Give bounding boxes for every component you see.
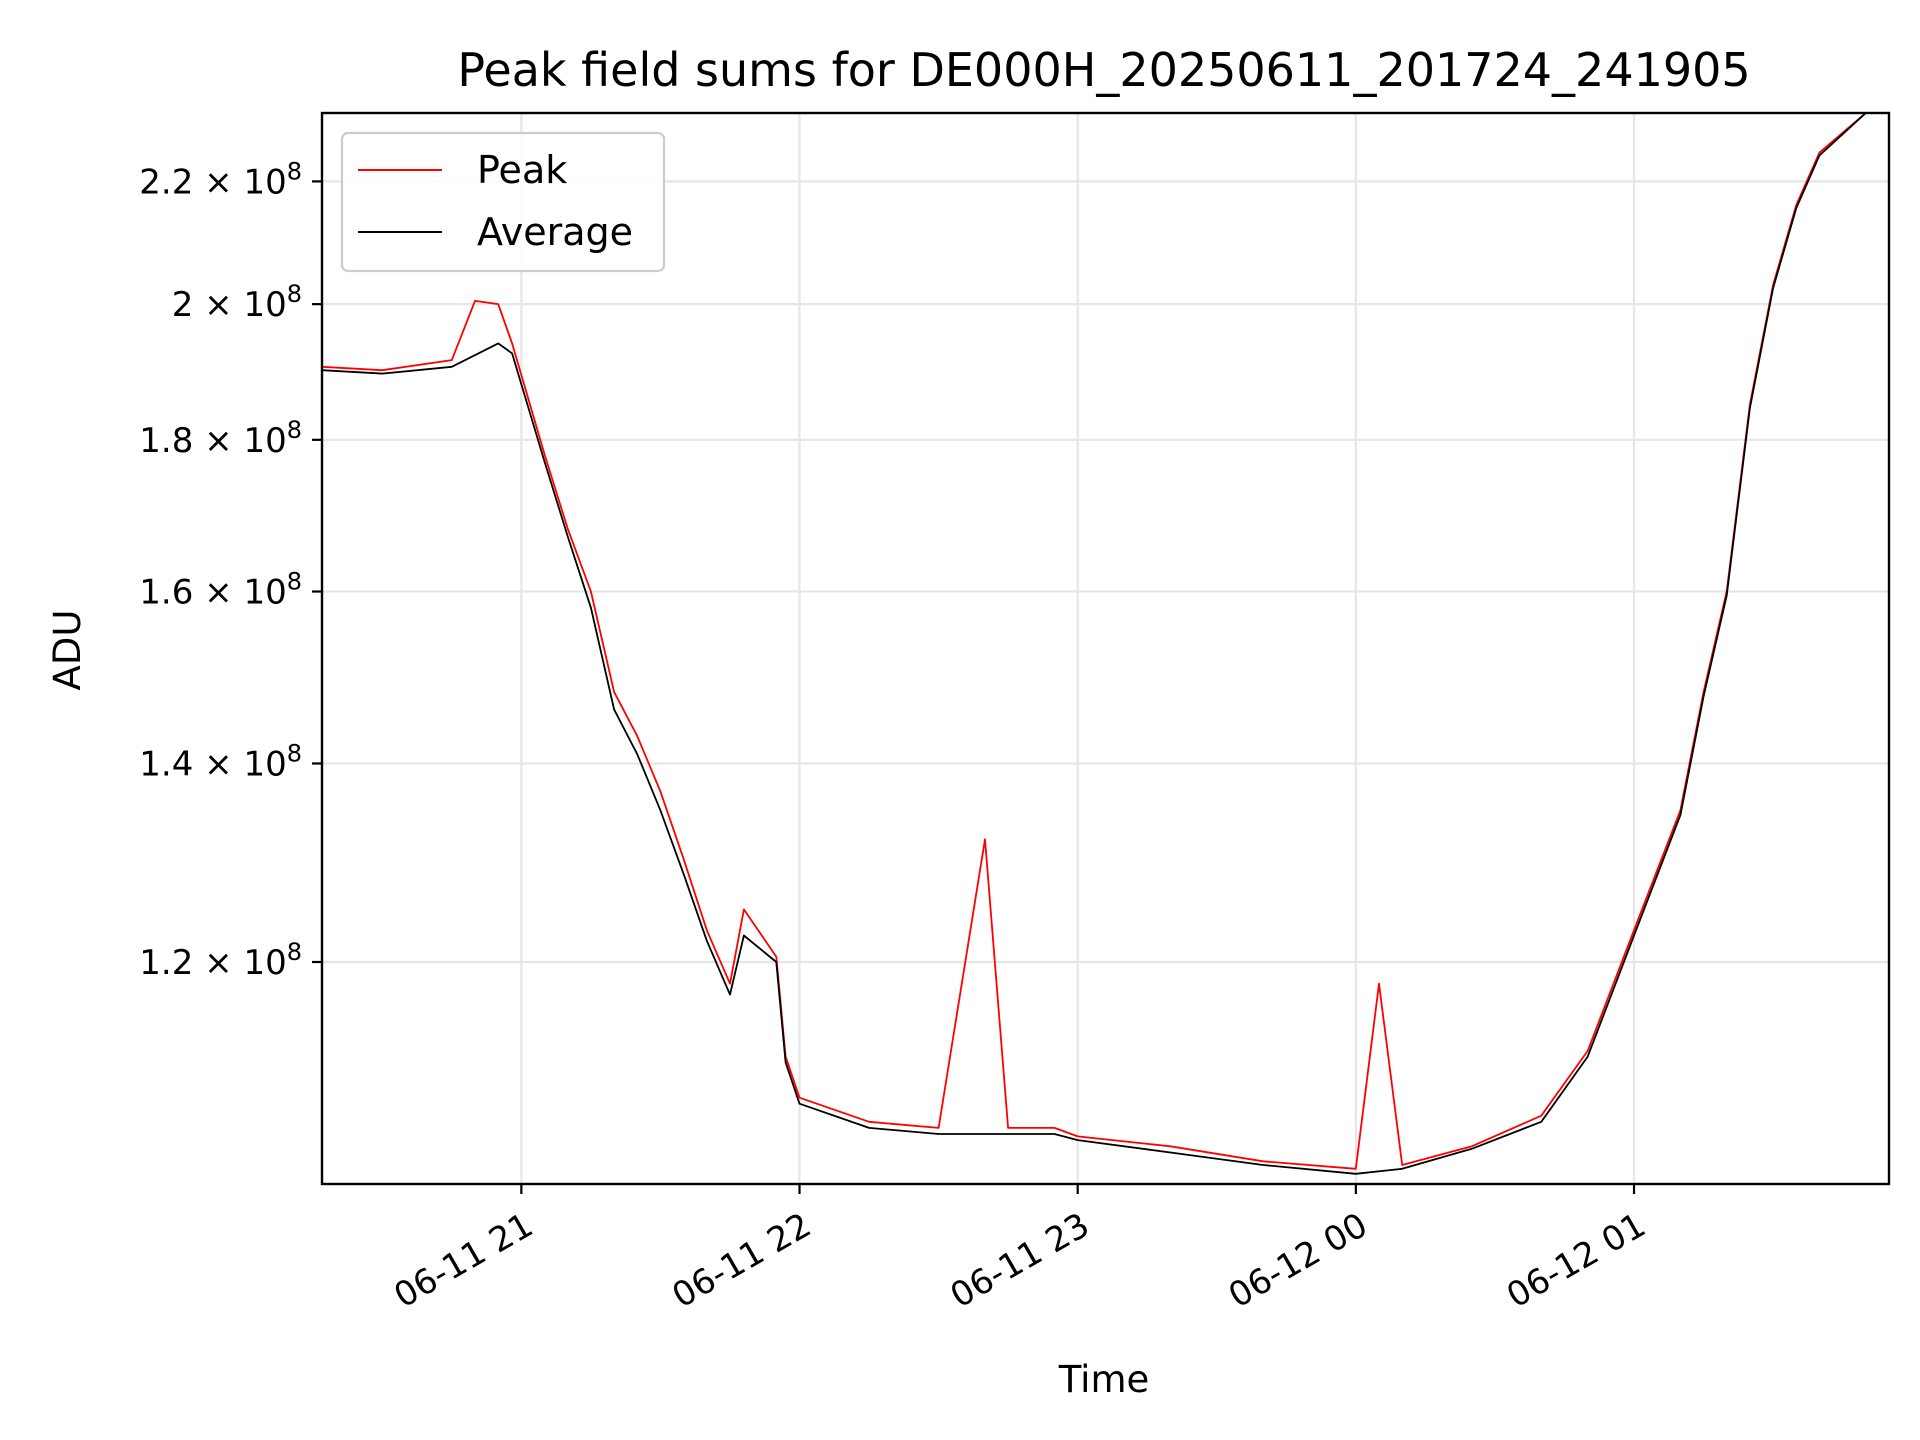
x-axis-label: Time: [1058, 1358, 1150, 1401]
x-tick-label: 06-12 00: [1222, 1205, 1374, 1316]
x-tick-label: 06-11 21: [387, 1205, 539, 1316]
y-tick-label: 1.6 × 108: [139, 568, 302, 613]
y-tick-label: 1.2 × 108: [139, 938, 302, 983]
x-axis: 06-11 21 06-11 22 06-11 23 06-12 00 06-12 01: [387, 1184, 1653, 1316]
y-axis-label: ADU: [46, 610, 89, 691]
y-tick-label: 1.8 × 108: [139, 416, 302, 461]
plot-frame: [320, 111, 1891, 1186]
series-layer: [322, 113, 1889, 1175]
series-line-peak: [322, 113, 1889, 1170]
y-axis: 1.2 × 108 1.4 × 108 1.6 × 108 1.8 × 108 2 × …: [139, 157, 322, 983]
legend: Peak Average: [340, 131, 666, 273]
legend-label-peak: Peak: [477, 148, 567, 192]
y-tick-label: 2 × 108: [172, 280, 302, 325]
legend-label-average: Average: [477, 210, 633, 254]
x-tick-label: 06-11 22: [666, 1205, 818, 1316]
legend-box: [340, 131, 666, 273]
y-tick-label: 2.2 × 108: [139, 157, 302, 202]
grid: [322, 113, 1889, 1184]
x-tick-label: 06-11 23: [944, 1205, 1096, 1316]
x-tick-label: 06-12 01: [1500, 1205, 1652, 1316]
series-line-average: [322, 113, 1889, 1175]
chart-title: Peak field sums for DE000H_20250611_2017…: [457, 43, 1750, 97]
y-tick-label: 1.4 × 108: [139, 739, 302, 784]
